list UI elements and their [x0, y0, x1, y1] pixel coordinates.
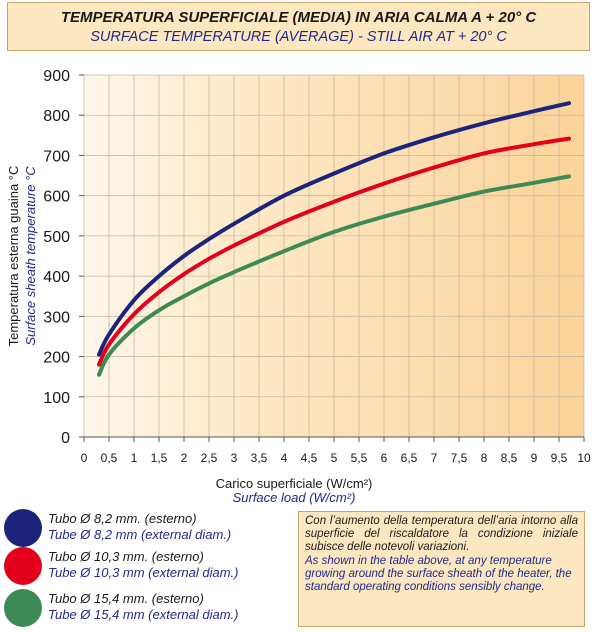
y-tick-label: 900: [43, 68, 70, 85]
series-line-1: [97, 101, 571, 357]
y-tick-label: 600: [43, 189, 70, 206]
legend-label-italian: Tubo Ø 10,3 mm. (esterno): [48, 549, 204, 564]
x-tick-label: 3,5: [251, 451, 268, 465]
y-tick-label: 500: [43, 229, 70, 246]
y-tick-label: 200: [43, 350, 70, 367]
legend-label-italian: Tubo Ø 15,4 mm. (esterno): [48, 591, 204, 606]
x-tick-label: 9,5: [551, 451, 568, 465]
x-tick-label: 5,5: [351, 451, 368, 465]
x-tick-label: 2: [181, 451, 188, 465]
x-tick-label: 7,5: [451, 451, 468, 465]
x-tick-label: 4: [281, 451, 288, 465]
series-line-3: [97, 174, 571, 377]
y-tick-label: 400: [43, 269, 70, 286]
y-axis-label-english: Surface sheath temperature °C: [23, 166, 38, 346]
title-box: TEMPERATURA SUPERFICIALE (MEDIA) IN ARIA…: [7, 2, 590, 51]
legend-label-english: Tube Ø 10,3 mm (external diam.): [48, 565, 239, 580]
series-line-2: [97, 136, 571, 367]
x-axis-label-italian: Carico superficiale (W/cm²): [216, 476, 373, 491]
note-italian: Con l’aumento della temperatura dell’ari…: [305, 515, 578, 554]
x-tick-label: 6,5: [401, 451, 418, 465]
x-tick-label: 9: [531, 451, 538, 465]
chart-title-english: SURFACE TEMPERATURE (AVERAGE) - STILL AI…: [90, 29, 507, 45]
legend-label-english: Tube Ø 8,2 mm (external diam.): [48, 527, 232, 542]
x-axis-label-english: Surface load (W/cm²): [233, 490, 356, 505]
y-axis-label-italian: Temperatura esterna guaina °C: [6, 166, 21, 347]
x-tick-label: 0,5: [101, 451, 118, 465]
x-tick-label: 8,5: [501, 451, 518, 465]
grid: [79, 74, 585, 442]
x-tick-labels: 0 0,5 1 1,5 2 2,5 3 3,5 4 4,5 5 5,5 6 6,5 7 7,5 8 8,5 9 9,5…: [81, 451, 591, 465]
note-english: As shown in the table above, at any temp…: [305, 554, 572, 594]
legend-swatch-8-2mm: [4, 509, 42, 547]
series-lines: [97, 101, 571, 377]
x-tick-label: 2,5: [201, 451, 218, 465]
y-tick-label: 100: [43, 390, 70, 407]
x-tick-label: 0: [81, 451, 88, 465]
x-tick-label: 3: [231, 451, 238, 465]
x-tick-label: 8: [481, 451, 488, 465]
x-tick-label: 4,5: [301, 451, 318, 465]
note-box: Con l’aumento della temperatura dell’ari…: [298, 511, 585, 627]
legend-label-italian: Tubo Ø 8,2 mm. (esterno): [48, 511, 197, 526]
chart-title-italian: TEMPERATURA SUPERFICIALE (MEDIA) IN ARIA…: [60, 9, 537, 26]
chart: 0 100 200 300 400 500 600 700 800 900 0 0,5 1 1,5 2 2,…: [6, 68, 591, 505]
y-tick-labels: 0 100 200 300 400 500 600 700 800 900: [43, 68, 70, 447]
x-tick-label: 7: [431, 451, 438, 465]
x-tick-label: 5: [331, 451, 338, 465]
x-tick-label: 6: [381, 451, 388, 465]
y-tick-label: 700: [43, 148, 70, 165]
y-tick-label: 300: [43, 309, 70, 326]
x-tick-label: 1: [131, 451, 138, 465]
y-tick-label: 0: [61, 430, 70, 447]
y-tick-label: 800: [43, 108, 70, 125]
x-tick-label: 10: [577, 451, 591, 465]
x-tick-label: 1,5: [151, 451, 168, 465]
legend-label-english: Tube Ø 15,4 mm (external diam.): [48, 607, 239, 622]
legend-swatch-15-4mm: [4, 589, 42, 627]
legend-swatch-10-3mm: [4, 547, 42, 585]
